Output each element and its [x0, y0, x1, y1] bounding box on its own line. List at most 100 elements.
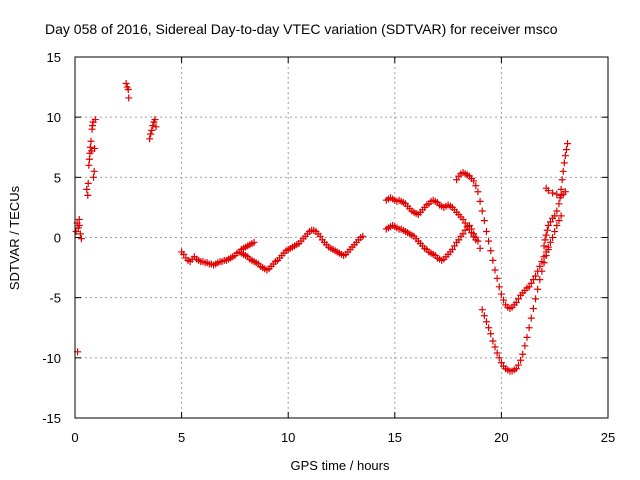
- data-point: [517, 356, 525, 364]
- data-point: [91, 116, 99, 124]
- data-point: [465, 225, 473, 233]
- data-point: [558, 176, 566, 184]
- x-tick-label: 10: [281, 430, 295, 445]
- data-point: [459, 215, 467, 223]
- data-point: [482, 318, 490, 326]
- data-point: [87, 137, 95, 145]
- data-point: [448, 246, 456, 254]
- data-point: [478, 306, 486, 314]
- data-point: [489, 337, 497, 345]
- data-point: [491, 266, 499, 274]
- data-point: [88, 122, 96, 130]
- data-point: [543, 226, 551, 234]
- x-tick-label: 5: [178, 430, 185, 445]
- data-point: [480, 312, 488, 320]
- data-point: [478, 207, 486, 215]
- data-point: [152, 123, 160, 131]
- data-point: [147, 130, 155, 138]
- data-point: [487, 247, 495, 255]
- data-point: [476, 197, 484, 205]
- data-point: [450, 242, 458, 250]
- data-point: [476, 244, 484, 252]
- data-point: [480, 217, 488, 225]
- data-points: [72, 79, 571, 375]
- data-point: [84, 179, 92, 187]
- data-point: [474, 188, 482, 196]
- data-point: [546, 238, 554, 246]
- data-point: [90, 167, 98, 175]
- data-point: [122, 79, 130, 87]
- data-point: [90, 173, 98, 181]
- data-point: [146, 135, 154, 143]
- data-point: [540, 242, 548, 250]
- data-point: [540, 259, 548, 267]
- data-point: [532, 272, 540, 280]
- data-point: [316, 232, 324, 240]
- data-point: [472, 182, 480, 190]
- data-point: [557, 191, 565, 199]
- data-point: [519, 350, 527, 358]
- data-point: [470, 232, 478, 240]
- data-point: [76, 230, 84, 238]
- data-point: [536, 262, 544, 270]
- data-point: [461, 219, 469, 227]
- x-tick-label: 25: [601, 430, 615, 445]
- data-point: [532, 295, 540, 303]
- y-axis-label: SDTVAR / TECUs: [7, 185, 22, 290]
- data-point: [453, 176, 461, 184]
- plot-frame: [74, 56, 609, 419]
- data-point: [561, 152, 569, 160]
- data-point: [497, 359, 505, 367]
- data-point: [553, 190, 561, 198]
- data-point: [472, 236, 480, 244]
- data-point: [542, 184, 550, 192]
- data-point: [529, 304, 537, 312]
- x-tick-label: 0: [71, 430, 78, 445]
- x-tick-label: 15: [388, 430, 402, 445]
- data-point: [542, 231, 550, 239]
- data-point: [521, 342, 529, 350]
- data-point: [83, 185, 91, 193]
- data-point: [512, 365, 520, 373]
- data-point: [468, 229, 476, 237]
- data-point: [72, 227, 80, 235]
- data-point: [75, 221, 83, 229]
- data-point: [514, 361, 522, 369]
- data-point: [553, 221, 561, 229]
- data-point: [149, 122, 157, 130]
- data-point: [536, 276, 544, 284]
- data-point: [551, 227, 559, 235]
- data-point: [497, 290, 505, 298]
- data-point: [529, 276, 537, 284]
- data-point: [512, 298, 520, 306]
- data-point: [75, 215, 83, 223]
- data-point: [541, 236, 549, 244]
- data-point: [77, 235, 85, 243]
- data-point: [180, 250, 188, 258]
- data-point: [538, 267, 546, 275]
- data-point: [525, 283, 533, 291]
- data-point: [84, 191, 92, 199]
- x-axis-label: GPS time / hours: [291, 458, 390, 473]
- data-point: [560, 159, 568, 167]
- data-point: [523, 333, 531, 341]
- data-point: [359, 232, 367, 240]
- data-point: [527, 314, 535, 322]
- data-point: [562, 146, 570, 154]
- data-point: [559, 167, 567, 175]
- data-point: [91, 144, 99, 152]
- data-point: [557, 185, 565, 193]
- data-point: [555, 200, 563, 208]
- data-point: [151, 116, 159, 124]
- data-point: [525, 324, 533, 332]
- data-point: [148, 126, 156, 134]
- data-point: [489, 256, 497, 264]
- data-point: [534, 285, 542, 293]
- data-point: [557, 212, 565, 220]
- data-point: [563, 140, 571, 148]
- data-point: [86, 143, 94, 151]
- data-point: [459, 230, 467, 238]
- chart-title: Day 058 of 2016, Sidereal Day-to-day VTE…: [45, 21, 558, 37]
- y-tick-label: -15: [42, 411, 61, 426]
- data-point: [250, 238, 258, 246]
